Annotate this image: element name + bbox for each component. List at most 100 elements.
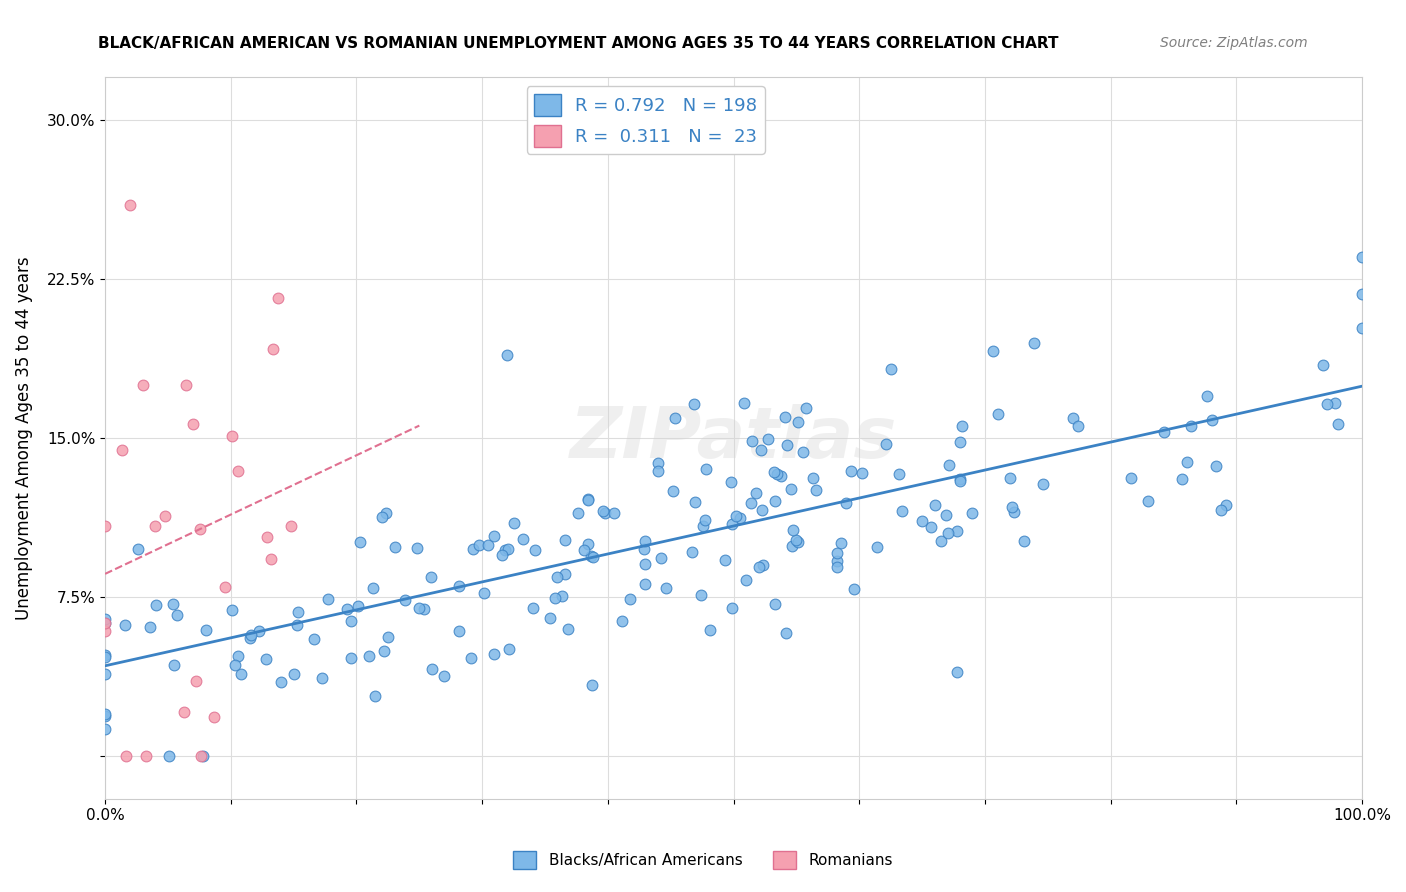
Point: [336, 602, 359, 616]
Point: [1012, 534, 1035, 549]
Point: [581, 678, 603, 692]
Point: [1062, 411, 1084, 425]
Point: [132, 378, 155, 392]
Point: [1067, 419, 1090, 434]
Point: [830, 535, 852, 549]
Point: [770, 469, 793, 483]
Point: [280, 519, 302, 533]
Point: [226, 464, 249, 478]
Point: [94, 667, 117, 681]
Point: [1351, 321, 1374, 335]
Point: [720, 475, 742, 489]
Point: [720, 601, 742, 615]
Point: [94, 723, 117, 737]
Point: [285, 618, 308, 632]
Point: [834, 496, 856, 510]
Point: [254, 651, 277, 665]
Point: [394, 593, 416, 607]
Point: [825, 546, 848, 560]
Point: [827, 554, 849, 568]
Point: [745, 485, 768, 500]
Point: [634, 558, 657, 572]
Point: [1215, 498, 1237, 512]
Point: [267, 291, 290, 305]
Point: [699, 623, 721, 637]
Point: [190, 522, 212, 536]
Point: [502, 516, 524, 530]
Point: [226, 648, 249, 663]
Point: [633, 577, 655, 591]
Point: [773, 409, 796, 424]
Point: [949, 434, 972, 449]
Point: [647, 456, 669, 470]
Point: [595, 506, 617, 520]
Point: [287, 605, 309, 619]
Point: [270, 674, 292, 689]
Point: [576, 537, 599, 551]
Point: [349, 535, 371, 549]
Point: [184, 674, 207, 689]
Point: [94, 706, 117, 721]
Point: [567, 506, 589, 520]
Point: [733, 396, 755, 410]
Point: [193, 749, 215, 764]
Point: [498, 642, 520, 657]
Point: [412, 602, 434, 616]
Point: [844, 582, 866, 596]
Point: [316, 592, 339, 607]
Point: [920, 520, 942, 534]
Point: [139, 619, 162, 633]
Point: [924, 499, 946, 513]
Point: [581, 549, 603, 564]
Point: [574, 542, 596, 557]
Point: [681, 545, 703, 559]
Point: [1351, 286, 1374, 301]
Point: [546, 570, 568, 584]
Point: [740, 496, 762, 510]
Point: [661, 484, 683, 499]
Point: [461, 541, 484, 556]
Point: [763, 597, 786, 611]
Point: [115, 749, 138, 764]
Point: [751, 503, 773, 517]
Point: [195, 624, 218, 638]
Point: [127, 542, 149, 557]
Point: [950, 418, 973, 433]
Point: [998, 471, 1021, 485]
Point: [1137, 494, 1160, 508]
Point: [690, 588, 713, 602]
Point: [960, 506, 983, 520]
Point: [538, 611, 561, 625]
Point: [221, 429, 243, 443]
Point: [880, 362, 903, 376]
Point: [945, 665, 967, 679]
Point: [145, 519, 167, 533]
Point: [357, 649, 380, 664]
Point: [544, 591, 567, 605]
Point: [650, 551, 672, 566]
Point: [841, 464, 863, 478]
Point: [408, 600, 430, 615]
Point: [1327, 417, 1350, 431]
Point: [229, 667, 252, 681]
Point: [634, 533, 657, 548]
Point: [460, 650, 482, 665]
Point: [911, 514, 934, 528]
Point: [120, 198, 142, 212]
Point: [371, 509, 394, 524]
Point: [94, 612, 117, 626]
Point: [1312, 358, 1334, 372]
Point: [339, 614, 361, 628]
Point: [762, 465, 785, 479]
Point: [664, 410, 686, 425]
Point: [94, 648, 117, 663]
Point: [340, 651, 363, 665]
Point: [827, 559, 849, 574]
Point: [94, 650, 117, 665]
Point: [766, 467, 789, 481]
Point: [422, 662, 444, 676]
Point: [214, 580, 236, 594]
Point: [512, 533, 534, 547]
Point: [647, 464, 669, 478]
Point: [866, 541, 889, 555]
